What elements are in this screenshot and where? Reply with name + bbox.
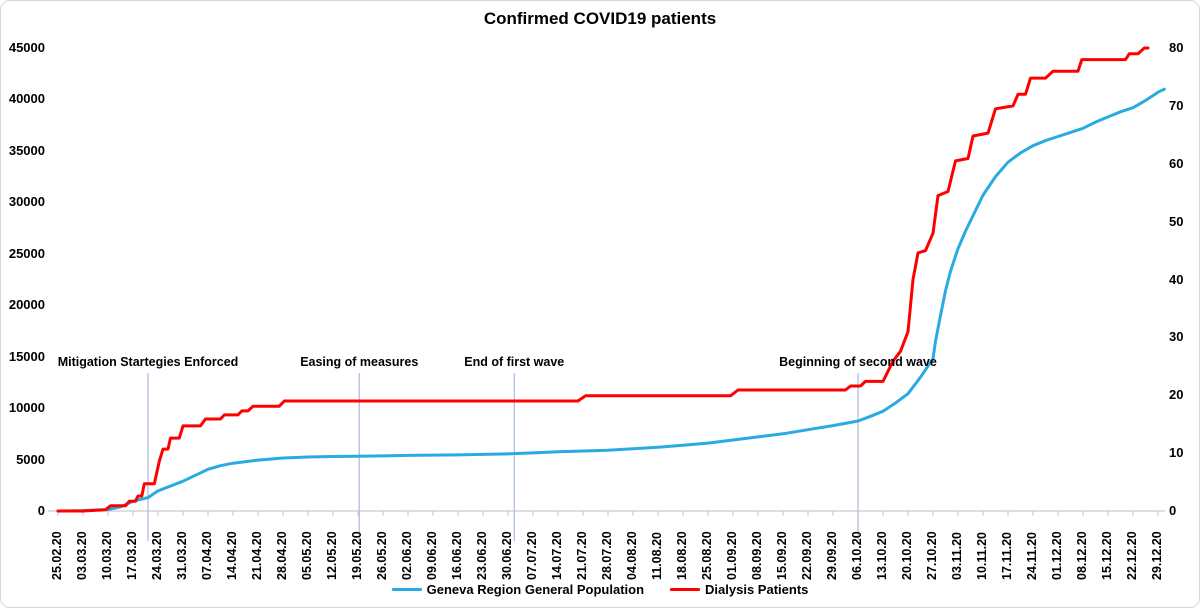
y-axis-label-right: 70: [1169, 97, 1184, 113]
annotation-label: Beginning of second wave: [779, 355, 937, 369]
x-axis-label: 03.03.20: [75, 531, 89, 580]
legend: Geneva Region General Population Dialysi…: [1, 582, 1199, 597]
chart-title: Confirmed COVID19 patients: [483, 9, 717, 28]
x-axis-label: 08.09.20: [750, 531, 764, 580]
x-axis-label: 28.07.20: [600, 531, 614, 580]
x-axis-label: 04.08.20: [625, 531, 639, 580]
y-axis-label-right: 50: [1169, 213, 1184, 229]
y-axis-label-left: 35000: [8, 142, 45, 158]
y-axis-label-left: 10000: [8, 400, 45, 416]
x-axis-label: 25.08.20: [700, 531, 714, 580]
y-axis-label-right: 20: [1169, 387, 1184, 403]
x-axis-label: 19.05.20: [350, 531, 364, 580]
y-axis-label-left: 30000: [8, 194, 45, 210]
series-line-dialysis: [56, 46, 1150, 513]
x-axis-label: 18.08.20: [675, 531, 689, 580]
x-axis-label: 28.04.20: [275, 531, 289, 580]
x-axis-label: 22.12.20: [1125, 531, 1139, 580]
legend-swatch-dialysis-icon: [670, 588, 701, 591]
x-axis-label: 11.08.20: [650, 532, 664, 580]
x-axis-label: 13.10.20: [875, 531, 889, 580]
x-axis-label: 21.07.20: [575, 531, 589, 580]
x-axis-label: 16.06.20: [450, 531, 464, 580]
y-axis-label-right: 10: [1169, 445, 1184, 461]
x-axis-label: 29.09.20: [825, 531, 839, 580]
x-axis-label: 14.04.20: [225, 531, 239, 580]
x-axis-label: 10.11.20: [975, 532, 989, 580]
annotation-label: End of first wave: [464, 355, 565, 369]
x-axis-label: 20.10.20: [900, 531, 914, 580]
y-axis-label-left: 45000: [8, 40, 45, 55]
series-line-population: [56, 87, 1166, 513]
y-axis-label-right: 40: [1169, 271, 1184, 287]
annotation-label: Easing of measures: [300, 355, 419, 369]
x-axis-label: 22.09.20: [800, 531, 814, 580]
x-axis-label: 14.07.20: [550, 531, 564, 580]
x-axis-label: 09.06.20: [425, 531, 439, 580]
x-axis-label: 24.11.20: [1025, 532, 1039, 580]
x-axis-label: 21.04.20: [250, 531, 264, 580]
y-axis-label-right: 60: [1169, 155, 1184, 171]
x-axis-label: 30.06.20: [500, 531, 514, 580]
x-axis-label: 02.06.20: [400, 531, 414, 580]
x-axis-label: 31.03.20: [175, 531, 189, 580]
x-axis-label: 17.11.20: [1000, 532, 1014, 580]
x-axis-label: 12.05.20: [325, 531, 339, 580]
x-axis-label: 06.10.20: [850, 531, 864, 580]
legend-item-dialysis: Dialysis Patients: [670, 582, 808, 597]
x-axis-label: 27.10.20: [925, 531, 939, 580]
x-axis-label: 08.12.20: [1075, 531, 1089, 580]
y-axis-label-left: 25000: [8, 245, 45, 261]
x-axis-label: 05.05.20: [300, 531, 314, 580]
x-axis-label: 10.03.20: [100, 531, 114, 580]
x-axis-label: 03.11.20: [950, 532, 964, 580]
y-axis-label-left: 0: [37, 503, 45, 518]
legend-item-population: Geneva Region General Population: [391, 582, 645, 597]
x-axis-label: 01.12.20: [1050, 531, 1064, 580]
y-axis-label-left: 40000: [8, 91, 45, 107]
legend-label-population: Geneva Region General Population: [426, 582, 645, 597]
legend-label-dialysis: Dialysis Patients: [705, 582, 809, 597]
annotation-label: Mitigation Startegies Enforced: [57, 355, 239, 369]
x-axis-label: 15.09.20: [775, 531, 789, 580]
x-axis-label: 29.12.20: [1150, 531, 1164, 580]
x-axis-label: 25.02.20: [50, 531, 64, 580]
y-axis-label-left: 20000: [8, 297, 45, 313]
y-axis-label-left: 15000: [8, 348, 45, 364]
y-axis-label-right: 30: [1169, 329, 1184, 345]
x-axis-label: 23.06.20: [475, 531, 489, 580]
x-axis-label: 24.03.20: [150, 531, 164, 580]
x-axis-label: 07.04.20: [200, 531, 214, 580]
x-axis-label: 15.12.20: [1100, 531, 1114, 580]
x-axis-label: 01.09.20: [725, 531, 739, 580]
y-axis-label-right: 0: [1169, 503, 1177, 518]
x-axis-label: 07.07.20: [525, 531, 539, 580]
x-axis-label: 17.03.20: [125, 531, 139, 580]
y-axis-label-right: 80: [1169, 40, 1184, 55]
y-axis-label-left: 5000: [16, 451, 45, 467]
legend-swatch-population-icon: [391, 588, 422, 591]
x-axis-label: 26.05.20: [375, 531, 389, 580]
